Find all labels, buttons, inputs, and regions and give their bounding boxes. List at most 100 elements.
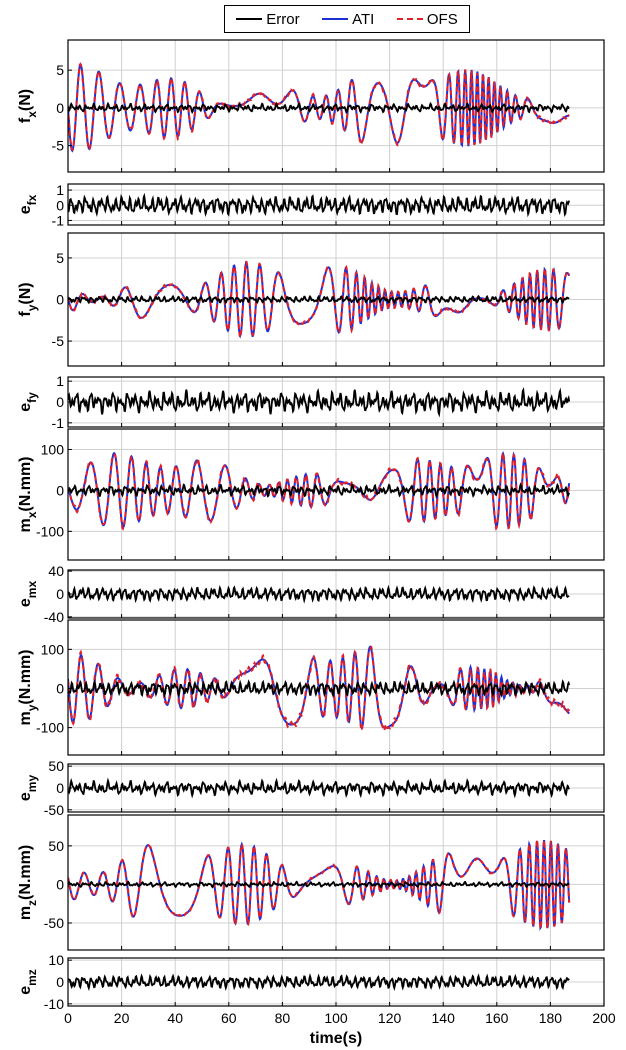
series-ofs-fx [68, 62, 570, 152]
xtick-label: 120 [378, 1010, 402, 1026]
ylabel-fx: fx(N) [17, 89, 39, 123]
panel-efy: -1 0 1 efy [17, 373, 605, 431]
ylabel-sub: y [25, 704, 39, 711]
series-group-efy [68, 387, 571, 418]
xtick-label: 80 [275, 1010, 291, 1026]
ylabel-sub: x [25, 511, 39, 518]
ylabel-fy: fy(N) [17, 282, 39, 316]
ylabel-efy: efy [17, 392, 39, 412]
ytick-label: 5 [56, 62, 64, 78]
ylabel-sub: z [25, 900, 39, 906]
ytick-label: 0 [56, 292, 64, 308]
series-error-fx [68, 101, 570, 115]
series-group-fx [68, 62, 570, 153]
ytick-label: -40 [44, 609, 64, 625]
panel-emx: -40 0 40 emx [17, 563, 605, 625]
series-group-emy [68, 777, 570, 799]
ylabel-main: f [17, 311, 34, 317]
series-error-my [68, 678, 571, 699]
ylabel-emz: emz [17, 969, 39, 995]
legend-entry-ati: ATI [322, 11, 374, 28]
ytick-label: 0 [56, 780, 64, 796]
ytick-label: 100 [41, 441, 65, 457]
xtick-label: 100 [324, 1010, 348, 1026]
ytick-label: -100 [36, 720, 64, 736]
ylabel-main: m [17, 711, 34, 725]
legend-ofs-label: OFS [426, 10, 458, 28]
legend-error-label: Error [266, 10, 300, 28]
xtick-label: 140 [432, 1010, 456, 1026]
series-group-fy [68, 260, 571, 341]
x-axis-label: time(s) [310, 1030, 362, 1047]
ylabel-suffix: (N.mm) [17, 456, 34, 511]
series-error-efy [68, 387, 571, 418]
ylabel-my: my(N.mm) [17, 649, 39, 725]
legend: Error ATI OFS [224, 5, 470, 33]
ytick-label: 10 [48, 952, 64, 968]
ytick-label: 100 [41, 641, 65, 657]
legend-ati-label: ATI [352, 10, 375, 28]
ytick-label: 5 [56, 250, 64, 266]
ylabel-main: e [17, 403, 34, 412]
xtick-label: 160 [485, 1010, 509, 1026]
xtick-label: 40 [167, 1010, 183, 1026]
ytick-label: -1 [52, 415, 65, 431]
ylabel-main: e [17, 792, 34, 801]
panel-efx: -101 efx [17, 182, 605, 228]
ylabel-suffix: (N.mm) [17, 845, 34, 900]
series-group-emx [68, 584, 570, 604]
ytick-label: -5 [52, 333, 65, 349]
ytick-label: -100 [36, 523, 64, 539]
series-error-mx [68, 482, 571, 499]
series-ofs-mx [68, 449, 571, 531]
ytick-label: 0 [56, 974, 64, 990]
xtick-label: 20 [114, 1010, 130, 1026]
ylabel-sub: fx [25, 194, 39, 205]
ylabel-main: e [17, 598, 34, 607]
ylabel-emx: emx [17, 581, 39, 608]
series-group-emz [68, 973, 570, 992]
ylabel-mx: mx(N.mm) [17, 456, 39, 532]
xtick-label: 180 [539, 1010, 563, 1026]
ytick-label: -10 [44, 996, 64, 1012]
series-error-fy [68, 294, 570, 305]
series-error-mz [68, 880, 570, 889]
series-group-efx [68, 192, 571, 218]
ytick-label: -50 [44, 915, 64, 931]
ylabel-sub: my [25, 775, 39, 793]
ytick-label: -50 [44, 802, 64, 818]
ytick-label: 1 [56, 373, 64, 389]
ylabel-sub: x [25, 111, 39, 118]
ylabel-sub: y [25, 304, 39, 311]
ylabel-suffix: (N) [17, 89, 34, 111]
ylabel-emy: emy [17, 775, 39, 802]
ytick-label: 50 [48, 758, 64, 774]
ylabel-main: e [17, 205, 34, 214]
legend-entry-ofs: OFS [396, 10, 458, 28]
series-error-efx [68, 192, 571, 218]
ylabel-suffix: (N.mm) [17, 649, 34, 704]
ylabel-efx: efx [17, 194, 39, 214]
ytick-label: 1 [56, 182, 64, 198]
ytick-label: 0 [56, 197, 64, 213]
ytick-label: 0 [56, 680, 64, 696]
panel-fx: -5 0 5 fx(N) [17, 39, 605, 173]
ylabel-sub: fy [25, 392, 39, 403]
ylabel-sub: mx [25, 581, 39, 599]
ytick-label: 0 [56, 394, 64, 410]
xtick-label: 0 [64, 1010, 72, 1026]
series-group-mz [68, 839, 571, 932]
series-error-emz [68, 973, 570, 992]
series-group-my [68, 645, 571, 733]
series-group-mx [68, 449, 571, 531]
ytick-label: -1 [52, 212, 65, 228]
legend-error-line [236, 18, 263, 20]
panel-mz: -50 0 50 mz(N.mm) [17, 814, 605, 951]
legend-ati-line [322, 18, 349, 20]
ylabel-main: e [17, 986, 34, 995]
ylabel-main: m [17, 518, 34, 532]
ytick-label: -5 [52, 138, 65, 154]
